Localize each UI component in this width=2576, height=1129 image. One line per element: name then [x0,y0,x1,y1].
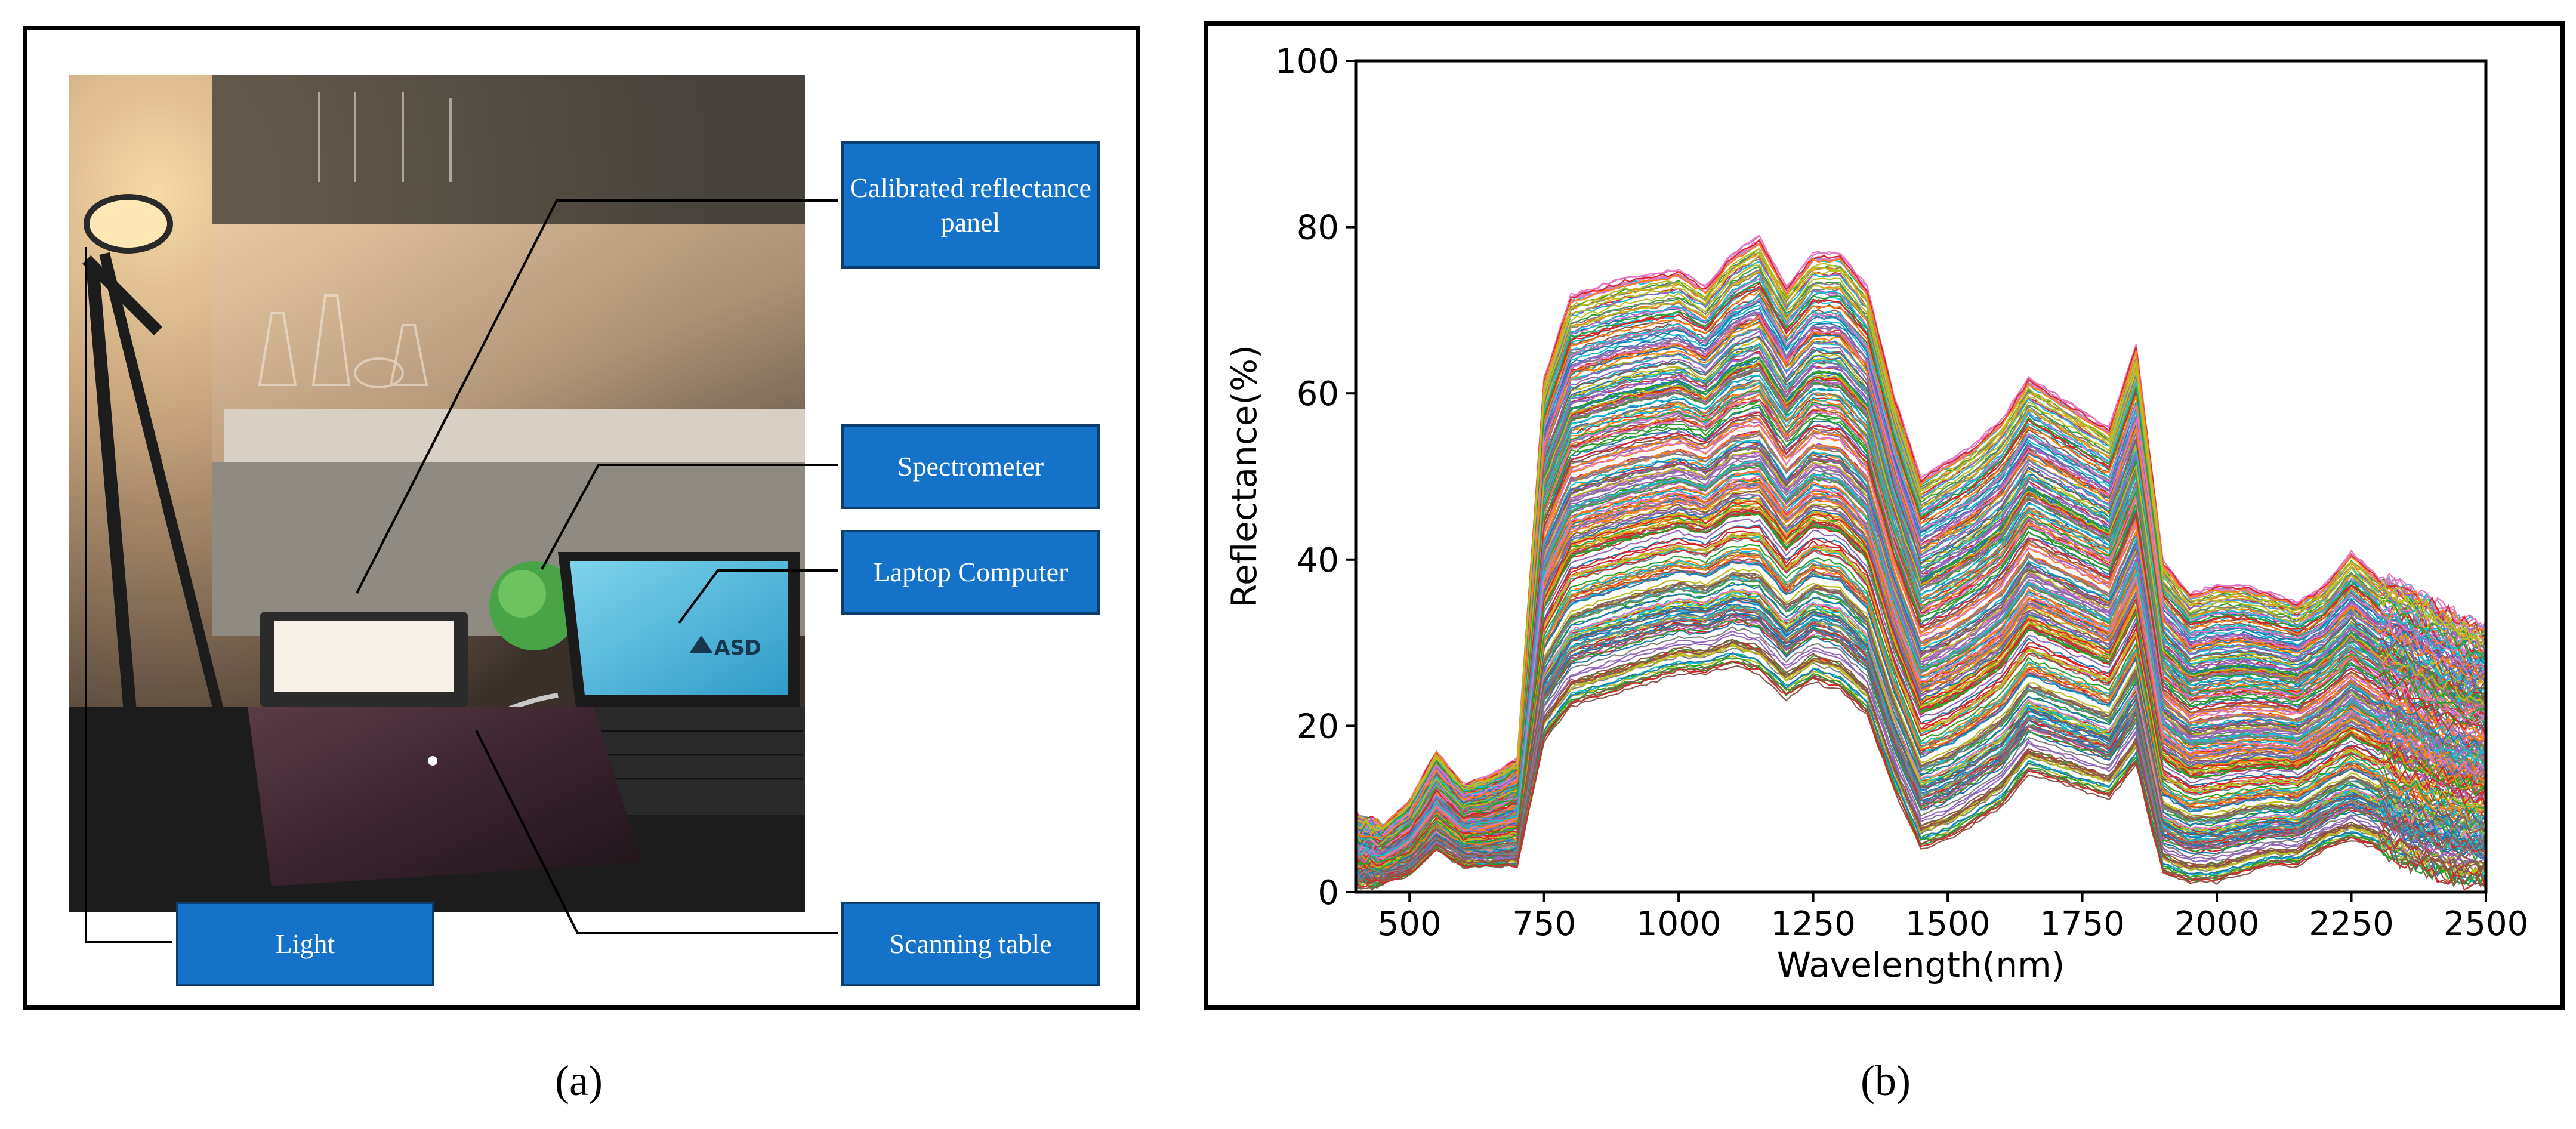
label-scanning-table: Scanning table [841,902,1100,986]
spectrum-series [1356,588,2486,879]
lamp [82,194,229,761]
lab-setup-photo: ASD [69,75,805,912]
scanning-table-cloth [248,707,641,886]
spectrum-series [1356,607,2486,881]
spectrum-series [1356,473,2486,865]
leader-line-table [475,730,838,934]
series-layer [1356,234,2486,891]
spectrum-series [1356,273,2486,832]
x-tick-label: 1500 [1905,905,1991,943]
spectrum-series [1356,604,2486,882]
spectrum-series [1356,440,2486,854]
spectrum-series [1356,572,2486,876]
spectrum-series [1356,567,2486,873]
spectrum-series [1356,560,2486,875]
spectrum-series [1356,486,2486,864]
spectrum-series [1356,359,2486,847]
spectrum-series [1356,526,2486,871]
y-tick-label: 40 [1297,541,1339,580]
spectrum-series [1356,431,2486,856]
reflectance-chart: 500 750 1000 1250 1500 1750 2000 2250 2500 0 20 40 6… [1224,42,2528,985]
spectrum-series [1356,356,2486,844]
spectrum-series [1356,239,2486,829]
probe-tip [428,756,437,766]
spectrum-series [1356,243,2486,830]
spectrum-series [1356,281,2486,837]
label-spectrometer: Spectrometer [841,424,1100,509]
spectrum-series [1356,573,2486,876]
reflectance-panel [260,612,468,707]
x-tick-label: 750 [1512,905,1576,943]
spectrum-series [1356,298,2486,838]
leader-line-laptop [678,569,838,624]
panel-b-frame: 500 750 1000 1250 1500 1750 2000 2250 2500 0 20 40 6… [1204,21,2565,1010]
glassware [258,92,452,388]
leader-line-panel [356,199,838,594]
upper-cabinet [212,75,805,224]
laptop-illustration: ASD [558,552,805,815]
spectrum-series [1356,475,2486,859]
spectrometer-device [489,561,579,650]
spectrum-series [1356,460,2486,857]
plot-frame [1354,59,2488,894]
leader-line-spectrometer [541,464,838,570]
spectrum-series [1356,630,2486,882]
spectrum-series [1356,322,2486,840]
label-light: Light [176,902,434,986]
x-tick-label: 1000 [1636,905,1722,943]
caption-b: (b) [1861,1057,1911,1105]
spectrum-series [1356,411,2486,855]
y-tick-label: 100 [1275,42,1339,81]
spectrum-series [1356,458,2486,857]
leader-line-light [85,247,172,943]
spectrum-series [1356,657,2486,886]
spectrum-series [1356,598,2486,875]
spectrum-series [1356,493,2486,863]
spectrum-series [1356,311,2486,840]
x-axis-label: Wavelength(nm) [1777,945,2065,985]
y-tick-label: 60 [1297,375,1339,414]
spectrum-series [1356,641,2486,884]
spectrum-series [1356,661,2486,891]
spectrum-series [1356,583,2486,876]
laptop-logo-text: ASD [714,636,761,660]
leader-lines [85,199,838,943]
spectrum-series [1356,532,2486,870]
x-tick-label: 2250 [2309,905,2394,943]
glass-shelf [224,409,805,462]
spectrum-series [1356,500,2486,865]
y-tick-label: 0 [1318,874,1339,912]
spectrum-series [1356,638,2486,885]
x-tick-label: 1750 [2040,905,2125,943]
spectrum-series [1356,665,2486,891]
spectrum-series [1356,513,2486,865]
spectrum-series [1356,314,2486,838]
x-tick-label: 500 [1378,905,1442,943]
spectrum-series [1356,626,2486,881]
caption-a: (a) [555,1057,603,1105]
y-axis-label: Reflectance(%) [1224,345,1264,607]
spectrum-series [1356,544,2486,871]
label-calibrated-panel: Calibrated reflectance panel [841,141,1100,269]
x-tick-label: 2000 [2174,905,2260,943]
x-tick-label: 2500 [2444,905,2529,943]
spectrum-series [1356,442,2486,856]
panel-a-frame: ASD Calibrated reflectance panel Spectro… [23,26,1140,1010]
spectrum-series [1356,330,2486,840]
spectrum-series [1356,554,2486,874]
y-tick-label: 20 [1297,707,1339,746]
x-tick-label: 1250 [1770,905,1856,943]
y-tick-label: 80 [1297,209,1339,248]
axis-layer: 500 750 1000 1250 1500 1750 2000 2250 2500 0 20 40 6… [1275,42,2528,943]
spectrum-series [1356,337,2486,845]
spectrum-series [1356,660,2486,890]
label-laptop: Laptop Computer [841,530,1100,615]
lab-setup-illustration: ASD [69,75,805,912]
spectrum-series [1356,252,2486,831]
spectrum-series [1356,264,2486,834]
spectrum-series [1356,390,2486,847]
